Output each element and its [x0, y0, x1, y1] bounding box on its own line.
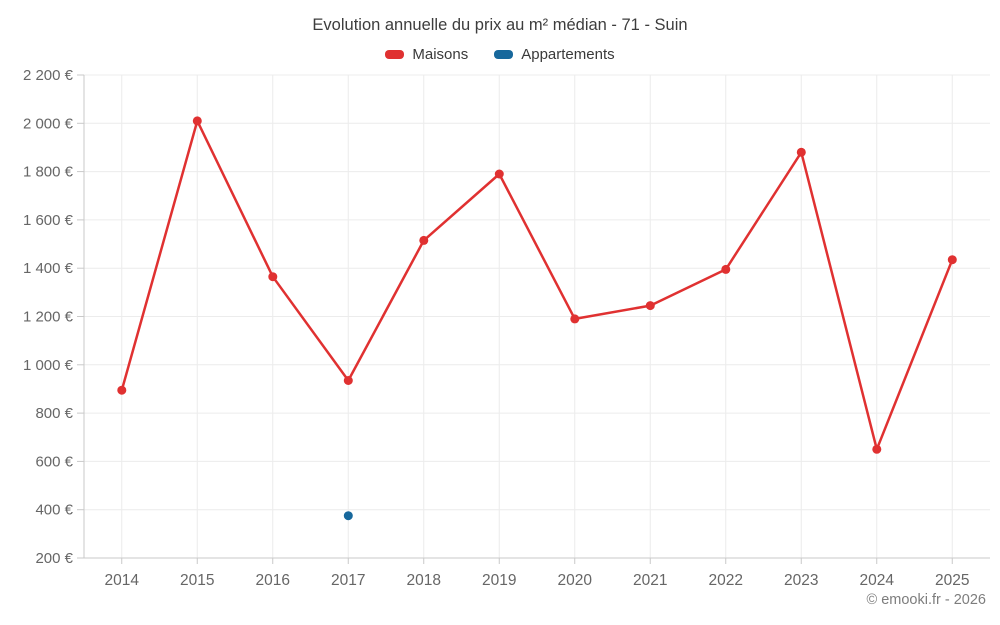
attribution-credit: © emooki.fr - 2026 — [866, 592, 986, 608]
x-axis-label: 2016 — [256, 572, 290, 589]
data-point-maisons-2019[interactable] — [494, 169, 504, 179]
y-axis-label: 1 400 € — [23, 260, 74, 277]
y-axis-label: 2 000 € — [23, 115, 74, 132]
y-axis-label: 2 200 € — [23, 67, 74, 84]
data-point-maisons-2014[interactable] — [117, 385, 127, 395]
x-axis-label: 2020 — [558, 572, 593, 589]
data-point-maisons-2021[interactable] — [645, 301, 655, 311]
series-line-maisons — [120, 119, 954, 451]
chart-legend: Maisons Appartements — [0, 46, 1000, 63]
data-point-maisons-2018[interactable] — [419, 235, 429, 245]
legend-label-appartements: Appartements — [521, 46, 615, 63]
chart-title: Evolution annuelle du prix au m² médian … — [312, 16, 688, 34]
data-point-maisons-2015[interactable] — [192, 116, 202, 126]
data-point-maisons-2017[interactable] — [343, 376, 353, 385]
x-axis-label: 2021 — [633, 572, 667, 589]
x-axis-label: 2014 — [105, 572, 140, 589]
legend-item-appartements[interactable]: Appartements — [494, 46, 615, 63]
x-axis-label: 2025 — [935, 572, 969, 589]
y-axis-label: 1 600 € — [23, 212, 74, 229]
x-axis-label: 2022 — [709, 572, 743, 589]
data-point-maisons-2024[interactable] — [872, 444, 882, 454]
x-axis-label: 2023 — [784, 572, 818, 589]
x-axis-label: 2018 — [407, 572, 441, 589]
x-axis-label: 2017 — [331, 572, 365, 589]
y-axis-label: 1 200 € — [23, 309, 74, 326]
x-axis-label: 2019 — [482, 572, 516, 589]
y-axis-label: 1 000 € — [23, 357, 74, 374]
data-point-appartements-2017[interactable] — [343, 511, 353, 521]
x-axis-label: 2024 — [860, 572, 895, 589]
data-point-maisons-2025[interactable] — [947, 255, 957, 265]
data-point-maisons-2020[interactable] — [570, 314, 580, 324]
y-axis-label: 200 € — [35, 550, 73, 567]
legend-swatch-appartements-icon — [494, 50, 514, 59]
y-axis-label: 400 € — [35, 502, 73, 519]
x-axis-label: 2015 — [180, 572, 214, 589]
legend-label-maisons: Maisons — [412, 46, 469, 63]
data-point-maisons-2022[interactable] — [721, 264, 731, 274]
data-point-maisons-2016[interactable] — [268, 272, 278, 282]
y-axis-label: 1 800 € — [23, 164, 74, 181]
y-axis-label: 800 € — [35, 405, 73, 422]
legend-item-maisons[interactable]: Maisons — [385, 46, 468, 63]
data-point-maisons-2023[interactable] — [796, 147, 806, 157]
y-axis-label: 600 € — [35, 453, 73, 470]
legend-swatch-maisons-icon — [385, 50, 405, 59]
